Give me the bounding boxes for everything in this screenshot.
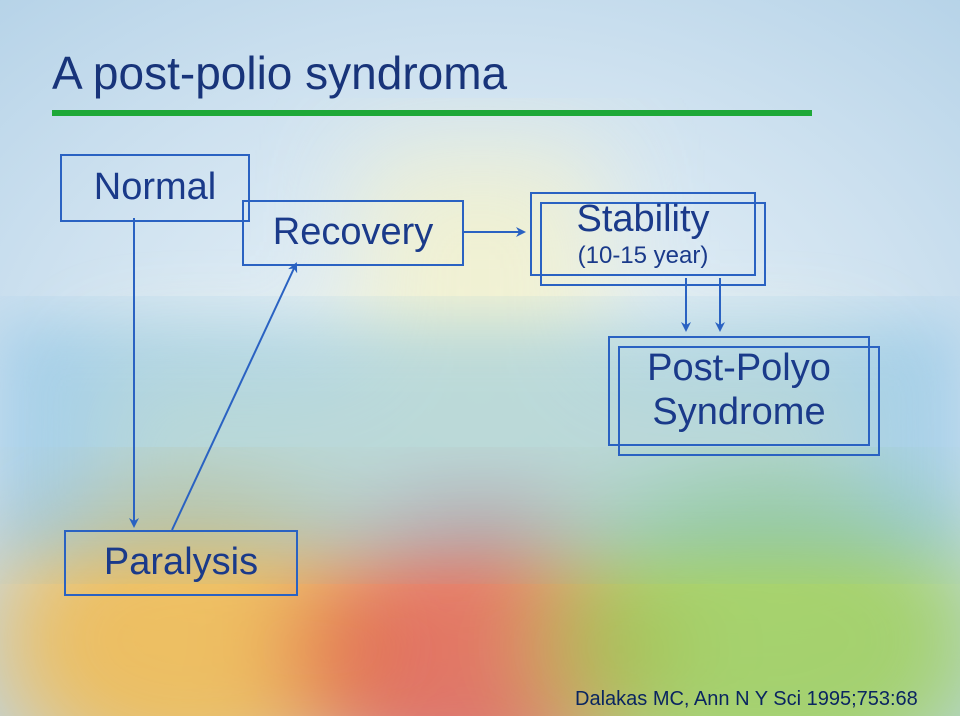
slide-title: A post-polio syndroma bbox=[52, 46, 507, 100]
box-pps: Post-Polyo Syndrome bbox=[608, 336, 870, 446]
title-underline bbox=[52, 110, 812, 116]
box-paralysis-label: Paralysis bbox=[104, 541, 258, 585]
box-paralysis: Paralysis bbox=[64, 530, 298, 596]
citation: Dalakas MC, Ann N Y Sci 1995;753:68 bbox=[575, 688, 918, 711]
box-normal: Normal bbox=[60, 154, 250, 222]
box-pps-label-1: Post-Polyo bbox=[647, 347, 831, 391]
box-pps-label-2: Syndrome bbox=[652, 391, 825, 435]
box-stability-label: Stability bbox=[576, 198, 709, 242]
box-recovery-label: Recovery bbox=[273, 211, 434, 255]
box-normal-label: Normal bbox=[94, 166, 216, 210]
box-stability-sublabel: (10-15 year) bbox=[578, 242, 709, 270]
box-stability: Stability (10-15 year) bbox=[530, 192, 756, 276]
box-recovery: Recovery bbox=[242, 200, 464, 266]
